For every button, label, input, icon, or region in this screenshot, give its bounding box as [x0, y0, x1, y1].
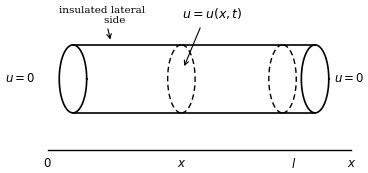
Text: $0$: $0$ — [43, 157, 52, 170]
Text: $u = 0$: $u = 0$ — [334, 72, 365, 85]
Text: insulated lateral
        side: insulated lateral side — [59, 6, 145, 25]
Text: $u = u(x,t)$: $u = u(x,t)$ — [182, 6, 243, 21]
Text: $x$: $x$ — [347, 157, 356, 170]
Text: $x$: $x$ — [177, 157, 186, 170]
Text: $u = 0$: $u = 0$ — [5, 72, 36, 85]
Text: $l$: $l$ — [291, 157, 296, 171]
